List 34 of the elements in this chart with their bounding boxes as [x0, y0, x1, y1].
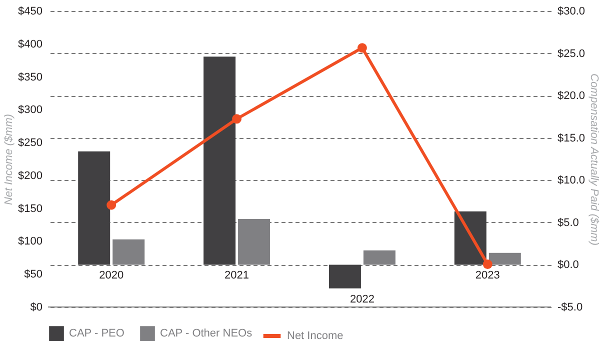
y-tick-label: $0 — [30, 302, 42, 314]
x-tick-label: 2023 — [475, 270, 500, 282]
y-tick-label: $150 — [18, 202, 42, 215]
y-tick-label: $450 — [18, 6, 42, 18]
y-tick-label: $50 — [24, 268, 42, 281]
y2-tick-label: $25.0 — [558, 48, 586, 60]
y2-tick-label: $5.0 — [558, 216, 579, 229]
y-tick-label: $250 — [18, 137, 42, 150]
legend-label: CAP - Other NEOs — [160, 328, 253, 340]
point — [357, 43, 367, 53]
bar — [204, 56, 236, 265]
y-tick-label: $350 — [18, 71, 42, 84]
y2-axis-title: Compensation Actually Paid ($mm) — [588, 74, 600, 246]
y2-tick-label: $15.0 — [558, 132, 586, 144]
legend-label: CAP - PEO — [69, 328, 125, 340]
y2-tick-label: $30.0 — [558, 6, 586, 18]
y2-tick-label: $0.0 — [558, 259, 579, 272]
bar — [78, 151, 110, 265]
point — [106, 200, 116, 210]
y2-tick-label: $20.0 — [558, 90, 586, 102]
y-tick-label: $300 — [18, 104, 42, 116]
y-tick-label: $200 — [18, 170, 42, 182]
point — [482, 260, 492, 269]
legend-label: Net Income — [287, 330, 344, 342]
y-axis-title: Net Income ($mm) — [3, 114, 16, 206]
y-tick-label: $100 — [18, 236, 42, 248]
point — [232, 114, 242, 124]
bar — [328, 264, 361, 288]
x-tick-label: 2020 — [99, 270, 124, 282]
y2-tick-label: $10.0 — [558, 174, 586, 187]
y-tick-label: $400 — [18, 38, 42, 50]
x-tick-label: 2021 — [224, 270, 250, 282]
y2-tick-label: -$5.0 — [558, 302, 583, 314]
x-tick-label: 2022 — [350, 293, 374, 306]
